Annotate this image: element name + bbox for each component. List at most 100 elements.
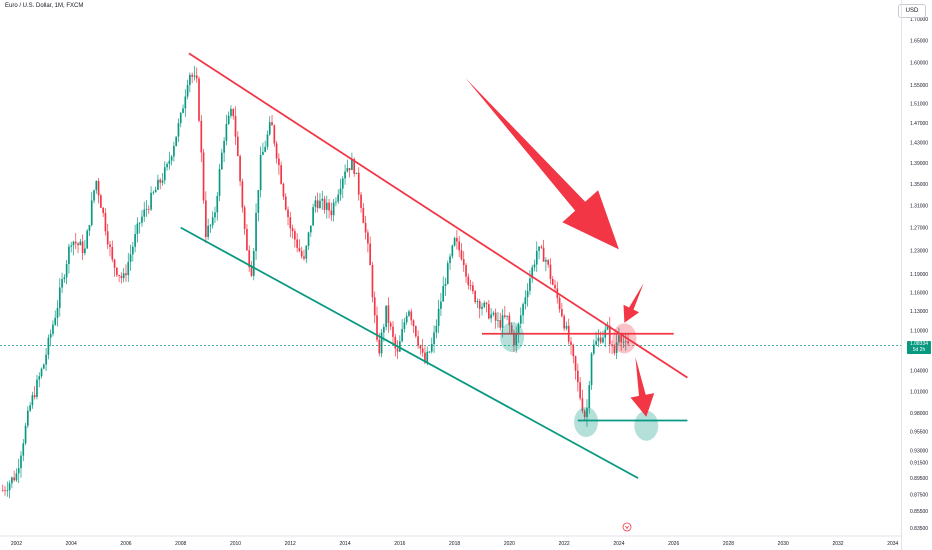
candle-body <box>77 243 79 246</box>
candle-body <box>250 267 253 276</box>
highlight-ellipse <box>634 410 659 441</box>
y-tick-label: 1.19000 <box>910 272 928 278</box>
candle-body <box>104 213 107 232</box>
candle-body <box>487 304 490 319</box>
candle-body <box>572 344 575 357</box>
candle-body <box>200 120 203 153</box>
candle-body <box>481 306 483 309</box>
current-price-badge: 1.08334 5d 2h <box>907 341 931 354</box>
candle-body <box>27 410 29 426</box>
y-tick-label: 1.60000 <box>910 60 928 66</box>
candle-body <box>61 279 63 288</box>
candle-body <box>462 259 465 266</box>
candle-body <box>63 277 66 280</box>
candle-body <box>538 246 540 251</box>
candle-body <box>79 241 82 246</box>
candle-body <box>574 356 577 371</box>
x-tick-label: 2002 <box>11 541 22 547</box>
candle-body <box>191 74 193 77</box>
candle-body <box>561 309 563 317</box>
y-tick-label: 1.47000 <box>910 121 928 127</box>
candle-body <box>159 179 162 183</box>
candle-body <box>278 158 280 166</box>
candle-body <box>24 425 27 444</box>
candle-body <box>344 171 346 179</box>
candle-body <box>102 207 104 214</box>
candle-body <box>608 326 611 345</box>
candle-body <box>255 212 257 252</box>
candle-body <box>451 245 454 257</box>
candle-body <box>620 335 623 343</box>
candle-body <box>369 243 372 266</box>
candle-body <box>214 212 216 218</box>
y-tick-label: 1.39000 <box>910 161 928 167</box>
price-axis[interactable] <box>901 0 932 550</box>
candle-body <box>323 198 326 210</box>
candle-body <box>42 364 45 369</box>
candle-body <box>90 200 93 226</box>
candle-body <box>70 245 73 247</box>
candle-body <box>166 163 168 168</box>
candle-body <box>367 232 369 244</box>
candle-body <box>442 286 445 302</box>
candle-body <box>440 301 442 309</box>
candle-body <box>173 145 175 157</box>
candle-body <box>373 297 376 316</box>
candle-body <box>125 273 127 276</box>
candle-body <box>13 477 15 481</box>
candle-body <box>198 78 200 121</box>
candle-body <box>606 326 609 330</box>
candle-body <box>246 229 248 251</box>
candle-body <box>47 337 50 355</box>
candle-body <box>81 241 84 254</box>
candle-body <box>52 324 54 334</box>
drawing-group <box>180 52 688 479</box>
candle-body <box>109 244 111 247</box>
arrow-down <box>465 78 619 250</box>
y-tick-label: 0.98000 <box>910 411 928 417</box>
candle-body <box>405 315 408 323</box>
candle-body <box>17 468 20 474</box>
candle-body <box>259 154 262 190</box>
candle-body <box>129 254 132 262</box>
candle-body <box>428 351 431 353</box>
candle-body <box>86 230 89 249</box>
candle-body <box>433 332 435 345</box>
candle-body <box>595 341 597 345</box>
x-tick-label: 2016 <box>394 541 405 547</box>
candle-body <box>515 334 518 346</box>
candle-body <box>357 172 360 195</box>
candle-body <box>499 320 502 328</box>
candle-body <box>387 305 390 323</box>
y-tick-label: 1.04000 <box>910 369 928 375</box>
y-tick-label: 1.70000 <box>910 17 928 23</box>
candle-body <box>554 284 556 289</box>
candle-body <box>627 341 629 344</box>
candle-body <box>241 181 244 208</box>
candle-body <box>275 143 278 159</box>
x-tick-label: 2028 <box>723 541 734 547</box>
y-tick-label: 0.87500 <box>910 492 928 498</box>
time-axis-event-icon[interactable] <box>622 522 632 532</box>
candle-body <box>298 247 301 252</box>
candle-body <box>113 259 116 268</box>
candle-body <box>325 202 328 210</box>
candle-body <box>503 315 506 317</box>
candle-body <box>351 159 353 171</box>
candle-body <box>305 245 308 259</box>
y-tick-label: 0.95500 <box>910 430 928 436</box>
candle-body <box>398 341 401 352</box>
y-tick-label: 0.89500 <box>910 476 928 482</box>
candle-body <box>613 346 616 354</box>
currency-button[interactable]: USD <box>898 4 926 18</box>
candle-body <box>551 278 554 285</box>
candle-body <box>472 285 474 292</box>
x-tick-label: 2024 <box>613 541 624 547</box>
candle-body <box>6 490 9 492</box>
x-tick-label: 2026 <box>668 541 679 547</box>
candle-body <box>592 344 595 354</box>
candle-body <box>230 108 232 116</box>
candle-body <box>223 140 225 153</box>
candle-body <box>118 275 120 276</box>
